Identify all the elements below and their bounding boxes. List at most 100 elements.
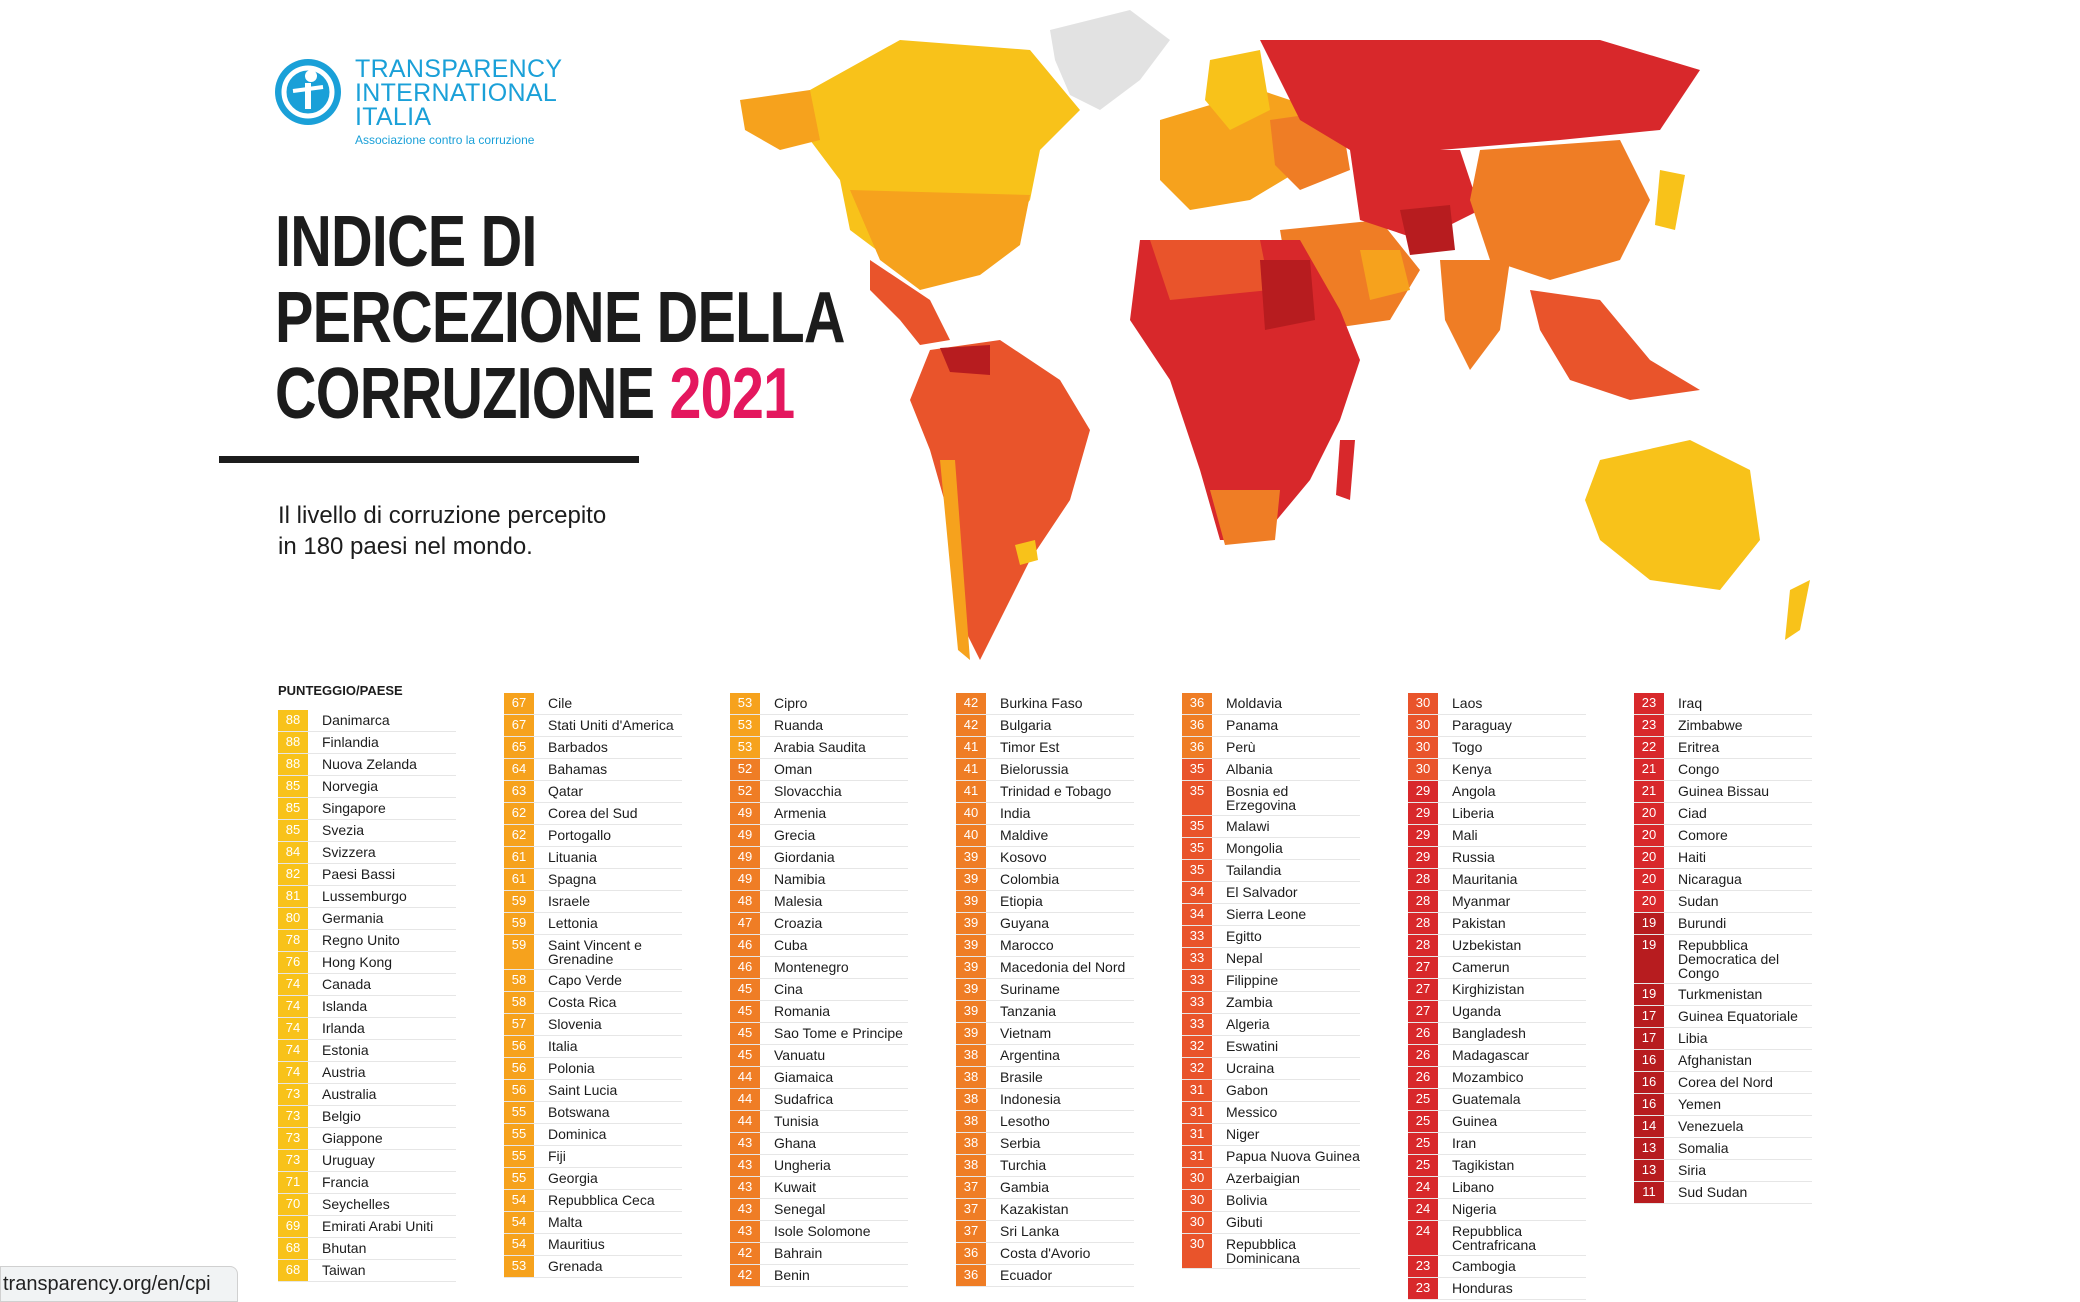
country-row: 88 Nuova Zelanda [278,754,456,776]
country-name: Ruanda [774,717,824,733]
country-score: 88 [278,732,308,753]
country-score: 33 [1182,970,1212,991]
country-row: 37 Sri Lanka [956,1221,1134,1243]
country-name: Colombia [1000,871,1060,887]
country-name: Filippine [1226,972,1279,988]
country-score: 36 [1182,737,1212,758]
country-row: 24 Repubblica Centrafricana [1408,1221,1586,1256]
country-row: 25 Guinea [1408,1111,1586,1133]
country-score: 33 [1182,992,1212,1013]
country-row: 32 Eswatini [1182,1036,1360,1058]
country-score: 88 [278,710,308,731]
country-name: Cile [548,695,573,711]
country-row: 36 Costa d'Avorio [956,1243,1134,1265]
country-row: 30 Repubblica Dominicana [1182,1234,1360,1269]
score-column-3: 53 Cipro 53 Ruanda 53 Arabia Saudita 52 Oman 52 S… [730,693,908,1287]
country-score: 57 [504,1014,534,1035]
country-score: 46 [730,935,760,956]
country-name: Mozambico [1452,1069,1524,1085]
country-name: Romania [774,1003,831,1019]
country-row: 53 Cipro [730,693,908,715]
country-row: 39 Macedonia del Nord [956,957,1134,979]
country-name: Ciad [1678,805,1707,821]
country-name: Brasile [1000,1069,1043,1085]
country-name: Suriname [1000,981,1060,997]
country-score: 33 [1182,948,1212,969]
country-score: 35 [1182,759,1212,780]
country-name: Repubblica Democratica del Congo [1678,937,1780,981]
country-row: 37 Kazakistan [956,1199,1134,1221]
country-name: Capo Verde [548,972,622,988]
country-row: 52 Oman [730,759,908,781]
country-score: 64 [504,759,534,780]
country-row: 20 Sudan [1634,891,1812,913]
country-score: 32 [1182,1036,1212,1057]
map-venezuela [940,345,990,375]
country-row: 88 Finlandia [278,732,456,754]
map-sudan-area [1260,260,1315,330]
country-score: 49 [730,869,760,890]
country-name: Ucraina [1226,1060,1275,1076]
country-score: 31 [1182,1080,1212,1101]
country-name: Stati Uniti d'America [548,717,674,733]
country-row: 45 Romania [730,1001,908,1023]
country-name: Grecia [774,827,816,843]
country-score: 28 [1408,913,1438,934]
country-score: 82 [278,864,308,885]
country-name: Libano [1452,1179,1495,1195]
country-row: 34 El Salvador [1182,882,1360,904]
country-score: 23 [1408,1256,1438,1277]
country-row: 59 Saint Vincent e Grenadine [504,935,682,970]
country-score: 48 [730,891,760,912]
country-score: 39 [956,913,986,934]
country-row: 82 Paesi Bassi [278,864,456,886]
country-score: 53 [730,715,760,736]
country-score: 59 [504,913,534,934]
country-name: Lussemburgo [322,888,407,904]
country-row: 33 Zambia [1182,992,1360,1014]
country-row: 44 Giamaica [730,1067,908,1089]
country-score: 46 [730,957,760,978]
country-name: Venezuela [1678,1118,1744,1134]
country-score: 74 [278,974,308,995]
country-row: 70 Seychelles [278,1194,456,1216]
country-name: Giordania [774,849,835,865]
country-name: Guyana [1000,915,1050,931]
country-row: 67 Stati Uniti d'America [504,715,682,737]
country-row: 45 Cina [730,979,908,1001]
country-row: 13 Somalia [1634,1138,1812,1160]
country-row: 29 Mali [1408,825,1586,847]
country-row: 38 Serbia [956,1133,1134,1155]
country-row: 27 Uganda [1408,1001,1586,1023]
country-score: 35 [1182,781,1212,815]
title-year: 2021 [669,354,795,434]
country-row: 55 Fiji [504,1146,682,1168]
country-row: 62 Portogallo [504,825,682,847]
country-row: 16 Yemen [1634,1094,1812,1116]
country-score: 74 [278,1062,308,1083]
country-name: Eswatini [1226,1038,1279,1054]
country-score: 39 [956,869,986,890]
country-score: 52 [730,781,760,802]
country-row: 13 Siria [1634,1160,1812,1182]
country-name: Finlandia [322,734,379,750]
country-name: Belgio [322,1108,361,1124]
country-name: Timor Est [1000,739,1060,755]
country-score: 35 [1182,838,1212,859]
country-name: Tanzania [1000,1003,1057,1019]
country-score: 43 [730,1155,760,1176]
country-name: Vietnam [1000,1025,1052,1041]
country-score: 73 [278,1084,308,1105]
country-score: 45 [730,1001,760,1022]
country-score: 27 [1408,1001,1438,1022]
country-name: Bulgaria [1000,717,1052,733]
country-score: 53 [504,1256,534,1277]
country-score: 34 [1182,882,1212,903]
country-score: 37 [956,1177,986,1198]
country-score: 54 [504,1234,534,1255]
country-row: 52 Slovacchia [730,781,908,803]
country-score: 23 [1634,715,1664,736]
country-score: 58 [504,970,534,991]
country-name: Sud Sudan [1678,1184,1748,1200]
country-row: 25 Iran [1408,1133,1586,1155]
